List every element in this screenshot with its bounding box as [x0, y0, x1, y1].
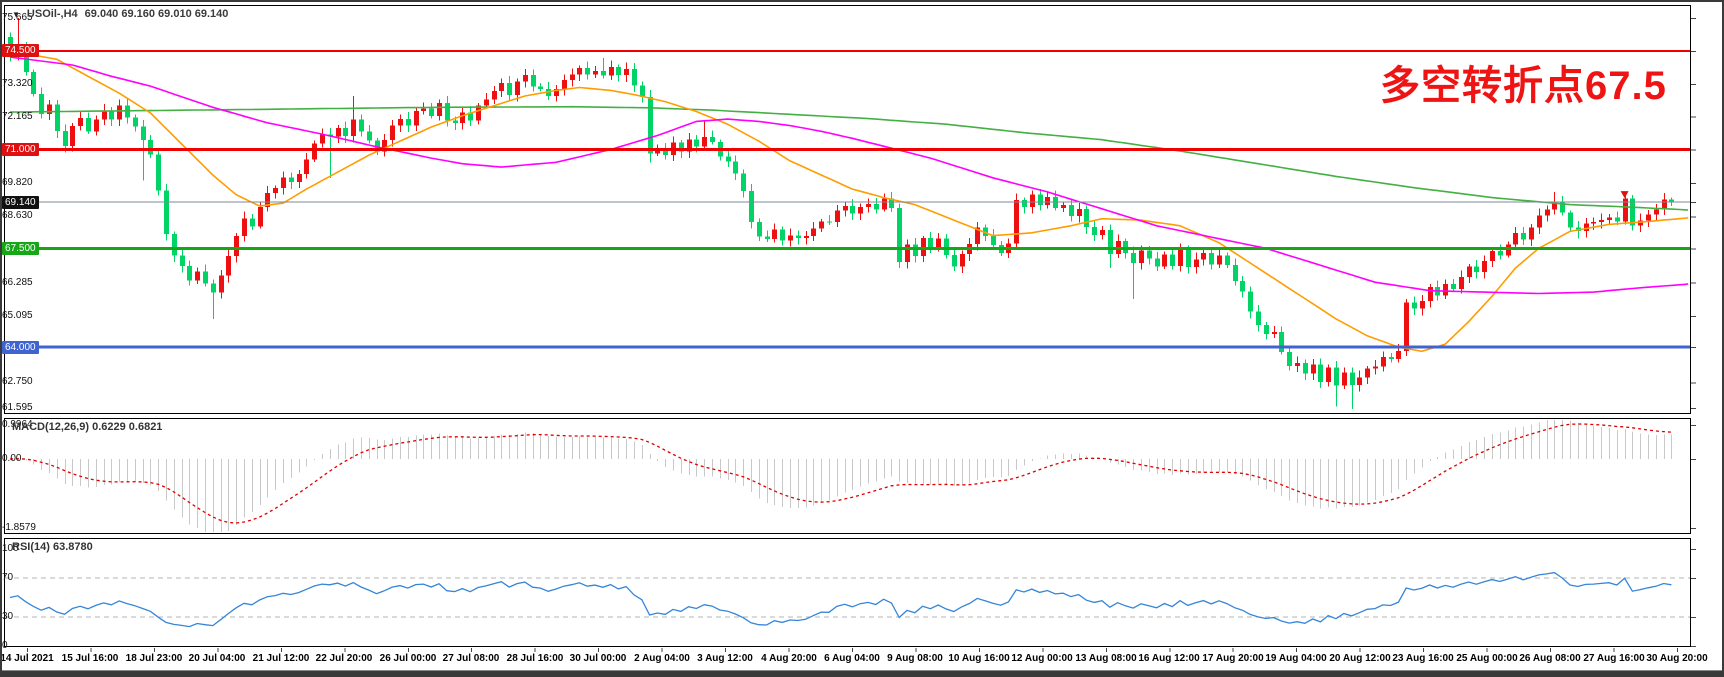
time-tick-27: 30 Aug 20:00: [1646, 653, 1708, 664]
time-tick-4: 20 Jul 04:00: [188, 653, 246, 664]
macd-panel-border: [4, 418, 1691, 534]
time-tick-13: 4 Aug 20:00: [761, 653, 817, 664]
price-tick-73.320: 73.320: [2, 78, 33, 89]
time-tick-6: 22 Jul 20:00: [315, 653, 373, 664]
rsi-line: [9, 571, 1672, 628]
time-tick-8: 27 Jul 08:00: [442, 653, 500, 664]
time-tick-20: 17 Aug 20:00: [1202, 653, 1264, 664]
macd-histogram: [18, 420, 1672, 532]
rsi-axis-70: 70: [2, 572, 14, 583]
macd-axis--1.8579: -1.8579: [2, 522, 36, 533]
time-tick-14: 6 Aug 04:00: [824, 653, 880, 664]
main-panel-border: [4, 5, 1691, 414]
time-tick-1: 14 Jul 2021: [0, 653, 54, 664]
time-tick-19: 16 Aug 12:00: [1138, 653, 1200, 664]
chart-title-bar: ▼ USOil-,H4 69.040 69.160 69.010 69.140: [12, 8, 228, 20]
symbol-timeframe-label: USOil-,H4: [26, 8, 78, 20]
candlestick-layer: [8, 18, 1674, 410]
rsi-axis-30: 30: [2, 611, 14, 622]
price-level-badge-64.000: 64.000: [2, 341, 39, 354]
rsi-axis-100: 100: [2, 543, 19, 554]
price-level-badge-67.500: 67.500: [2, 242, 39, 255]
time-tick-9: 28 Jul 16:00: [506, 653, 564, 664]
sell-arrow-icon: [1620, 191, 1629, 199]
time-tick-10: 30 Jul 00:00: [569, 653, 627, 664]
ma-line-orange: [9, 50, 1689, 353]
rsi-panel-border: [4, 538, 1691, 647]
time-tick-16: 10 Aug 16:00: [948, 653, 1010, 664]
price-level-badge-71.000: 71.000: [2, 143, 39, 156]
price-tick-66.285: 66.285: [2, 277, 33, 288]
price-tick-69.820: 69.820: [2, 177, 33, 188]
time-tick-17: 12 Aug 00:00: [1011, 653, 1073, 664]
rsi-axis-0: 0: [2, 640, 8, 651]
time-tick-3: 18 Jul 23:00: [125, 653, 183, 664]
time-tick-26: 27 Aug 16:00: [1583, 653, 1645, 664]
price-level-badge-74.500: 74.500: [2, 44, 39, 57]
price-tick-68.630: 68.630: [2, 210, 33, 221]
time-tick-21: 19 Aug 04:00: [1265, 653, 1327, 664]
price-tick-72.165: 72.165: [2, 111, 33, 122]
ohlc-readout: 69.040 69.160 69.010 69.140: [84, 8, 229, 20]
macd-axis-0.00: 0.00: [2, 453, 22, 464]
price-tick-75.665: 75.665: [2, 12, 33, 23]
price-tick-62.750: 62.750: [2, 376, 33, 387]
time-tick-15: 9 Aug 08:00: [887, 653, 943, 664]
ma-line-green: [9, 105, 1689, 212]
time-tick-11: 2 Aug 04:00: [634, 653, 690, 664]
time-tick-18: 13 Aug 08:00: [1075, 653, 1137, 664]
time-tick-5: 21 Jul 12:00: [252, 653, 310, 664]
ma-line-magenta: [9, 56, 1689, 295]
time-tick-25: 26 Aug 08:00: [1519, 653, 1581, 664]
annotation-text: 多空转折点67.5: [1380, 64, 1667, 108]
time-tick-24: 25 Aug 00:00: [1456, 653, 1518, 664]
time-tick-23: 23 Aug 16:00: [1392, 653, 1454, 664]
macd-indicator-label: MACD(12,26,9) 0.6229 0.6821: [12, 421, 163, 433]
time-tick-12: 3 Aug 12:00: [697, 653, 753, 664]
time-tick-2: 15 Jul 16:00: [61, 653, 119, 664]
price-level-badge-69.140: 69.140: [2, 196, 39, 209]
macd-signal-line: [9, 423, 1672, 524]
time-tick-22: 20 Aug 12:00: [1329, 653, 1391, 664]
price-tick-65.095: 65.095: [2, 310, 33, 321]
price-tick-61.595: 61.595: [2, 402, 33, 413]
window-bottom-edge: [2, 670, 1722, 677]
macd-axis-0.9964: 0.9964: [2, 419, 33, 430]
symbol-dropdown-icon[interactable]: ▼: [12, 9, 20, 19]
rsi-indicator-label: RSI(14) 63.8780: [12, 541, 93, 553]
time-tick-7: 26 Jul 00:00: [379, 653, 437, 664]
